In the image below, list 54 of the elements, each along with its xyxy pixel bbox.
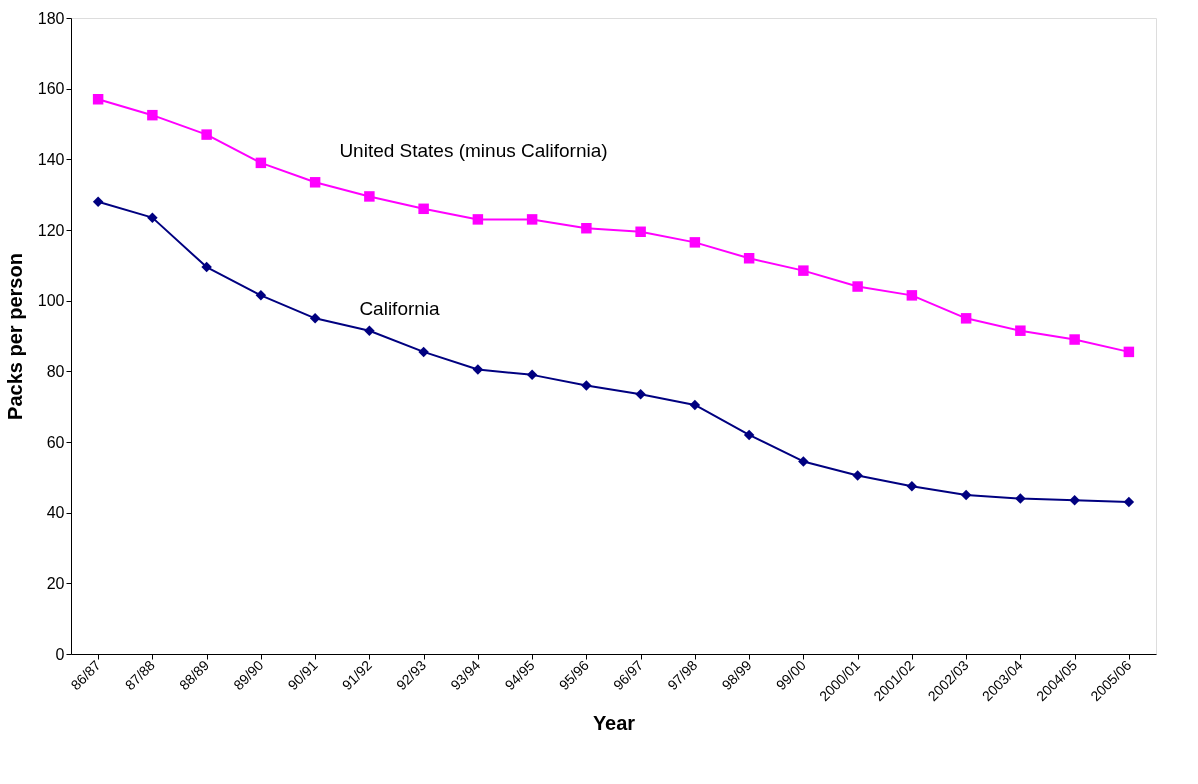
point [255,157,267,169]
y-tick-label: 160 [37,80,65,98]
point [472,214,484,225]
point [1123,496,1135,508]
point [743,253,755,264]
point [309,313,321,324]
y-tick-label: 180 [37,9,65,27]
y-tick-label: 40 [46,504,65,522]
point [92,94,104,105]
point [960,489,972,501]
y-tick-label: 80 [46,362,65,380]
point [798,265,809,276]
series-label: United States (minus California) [339,140,608,162]
point [1069,334,1080,345]
point [852,281,863,292]
point [147,109,158,121]
point [635,226,646,238]
point [689,237,701,248]
y-tick-label: 120 [37,221,65,239]
point [906,480,918,492]
point [364,191,375,202]
point [906,290,918,301]
point [581,380,592,391]
point [418,346,429,358]
point [92,196,104,207]
y-tick-label: 20 [46,574,65,592]
y-tick-label: 140 [37,150,65,168]
point [635,389,646,400]
point [689,399,701,411]
point [1015,493,1026,504]
point [309,177,321,188]
point [1015,325,1026,336]
y-axis-title: Packs per person [3,253,26,420]
point [201,261,212,273]
point [472,364,484,375]
x-axis-title: Year [592,712,636,735]
point [852,470,863,481]
point [743,429,755,441]
y-tick-label: 60 [46,433,65,451]
point [201,129,212,140]
point [364,325,375,336]
point [147,212,158,223]
y-tick-label: 100 [37,292,65,310]
point [418,203,429,215]
point [255,290,267,301]
y-tick-label: 0 [55,645,65,663]
point [1123,346,1135,358]
point [798,456,809,467]
point [526,369,538,381]
series-label: California [359,297,441,319]
point [1069,495,1080,506]
point [581,222,592,234]
point [526,214,538,225]
point [960,313,972,324]
